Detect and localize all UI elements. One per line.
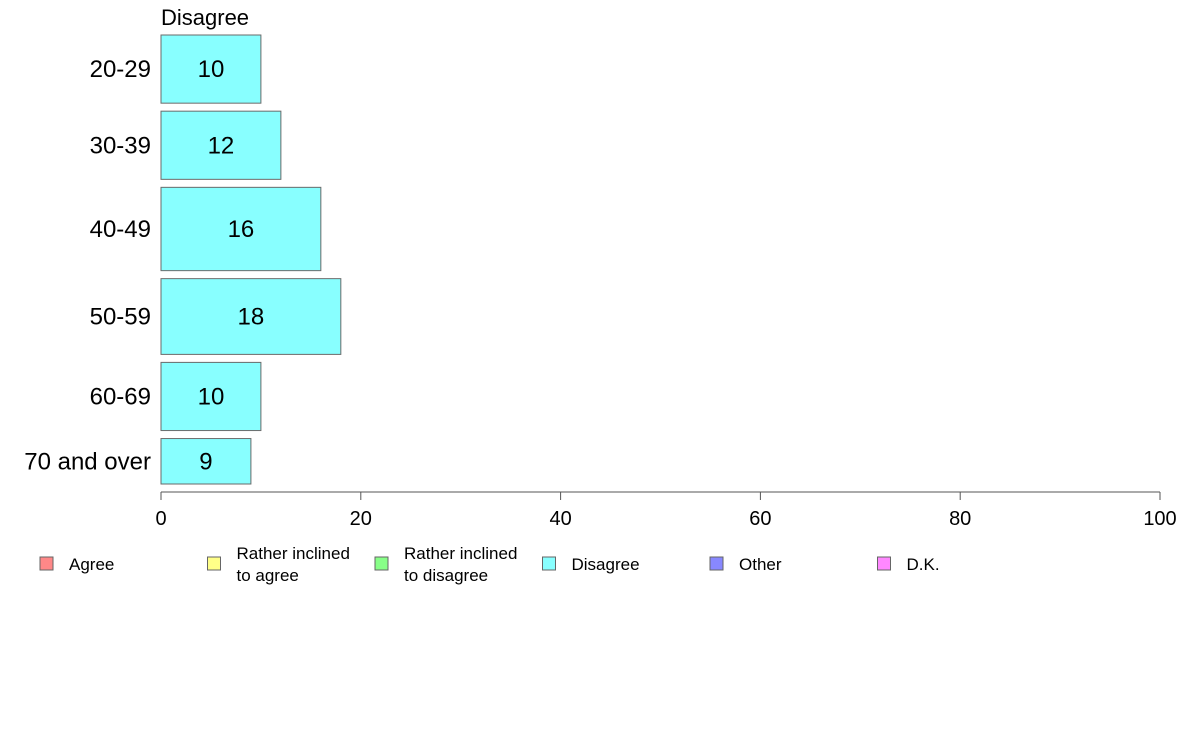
bar-30-39 <box>160 110 282 180</box>
legend-label: Rather inclined <box>404 544 517 563</box>
legend-swatch <box>207 556 221 571</box>
legend-label: Rather inclined <box>237 544 350 563</box>
x-axis: 0 20 40 60 80 100 <box>155 491 1177 530</box>
bar-60-69 <box>160 361 262 432</box>
bar-value-label: 9 <box>199 448 212 475</box>
legend-label: Disagree <box>572 555 640 574</box>
legend-swatch <box>39 556 54 571</box>
category-labels: 20-29 30-39 40-49 50-59 60-69 70 and over <box>24 56 151 475</box>
bar-value-label: 12 <box>208 132 235 159</box>
x-tick-label: 20 <box>350 508 372 530</box>
bar-20-29 <box>160 34 262 104</box>
legend-swatch <box>709 556 724 571</box>
bar-50-59 <box>160 278 342 355</box>
legend-label: to disagree <box>404 566 488 585</box>
x-tick-label: 100 <box>1143 508 1176 530</box>
legend-swatch <box>374 556 389 571</box>
bar-value-label: 10 <box>198 383 225 410</box>
bar-value-label: 18 <box>238 304 265 331</box>
legend-item: Other <box>709 555 782 574</box>
x-tick-label: 40 <box>549 508 571 530</box>
legend-item: Agree <box>39 555 114 574</box>
x-tick-label: 60 <box>749 508 771 530</box>
bar-value-label: 16 <box>228 216 255 243</box>
legend-label: Agree <box>69 555 114 574</box>
legend-label: D.K. <box>907 555 940 574</box>
legend-swatch <box>542 556 556 571</box>
series-title: Disagree <box>161 5 249 30</box>
legend-item: D.K. <box>877 555 940 574</box>
legend-swatch <box>877 556 891 571</box>
category-label: 70 and over <box>24 448 151 475</box>
bar-40-49 <box>160 186 322 272</box>
category-label: 30-39 <box>90 132 151 159</box>
legend-label: Other <box>739 555 782 574</box>
x-tick-label: 80 <box>949 508 971 530</box>
bar-value-label: 10 <box>198 56 225 83</box>
category-label: 60-69 <box>90 383 151 410</box>
category-label: 50-59 <box>90 304 151 331</box>
x-tick-label: 0 <box>155 508 166 530</box>
category-label: 20-29 <box>90 56 151 83</box>
bar-70-and-over <box>160 438 252 485</box>
bars-group: 10 12 16 18 10 9 <box>160 34 342 485</box>
legend-item: Rather inclined to disagree <box>374 544 517 585</box>
category-label: 40-49 <box>90 216 151 243</box>
legend-item: Disagree <box>542 555 640 574</box>
legend-label: to agree <box>237 566 299 585</box>
legend-item: Rather inclined to agree <box>207 544 350 585</box>
